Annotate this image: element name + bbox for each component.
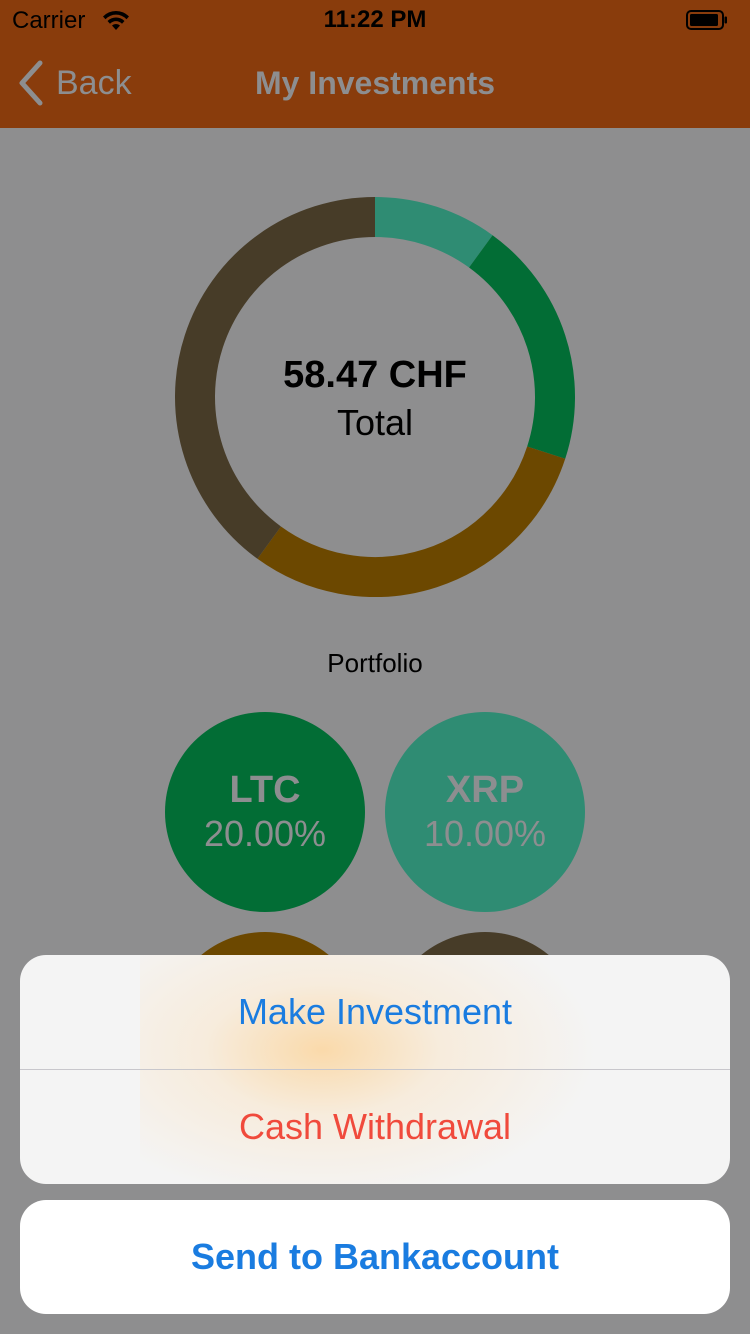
status-bar: Carrier 11:22 PM	[0, 0, 750, 40]
donut-slice-0	[374, 197, 493, 268]
coin-symbol: XRP	[445, 769, 525, 811]
action-sheet: Make Investment Cash Withdrawal	[20, 955, 730, 1184]
send-to-bankaccount-button[interactable]: Send to Bankaccount	[20, 1200, 730, 1314]
total-label: Total	[336, 402, 414, 443]
total-amount: 58.47 CHF	[283, 354, 467, 396]
chevron-left-icon	[19, 60, 43, 106]
portfolio-donut-chart	[175, 197, 575, 597]
cash-withdrawal-button[interactable]: Cash Withdrawal	[238, 1106, 512, 1147]
donut-center-text: 58.47 CHF Total	[175, 350, 575, 446]
action-separator	[20, 1069, 730, 1070]
coin-circle-ltc[interactable]: LTC 20.00%	[165, 712, 365, 912]
wifi-icon	[103, 10, 129, 30]
back-button[interactable]: Back	[16, 60, 132, 106]
coin-circle-xrp[interactable]: XRP 10.00%	[385, 712, 585, 912]
carrier-label: Carrier	[12, 7, 86, 34]
portfolio-label: Portfolio	[327, 648, 423, 678]
battery-icon	[686, 10, 727, 30]
donut-slice-2	[257, 446, 566, 597]
status-time: 11:22 PM	[323, 6, 427, 33]
make-investment-button[interactable]: Make Investment	[237, 991, 513, 1032]
back-label: Back	[56, 63, 132, 102]
navigation-bar: Back My Investments	[0, 40, 750, 128]
donut-slice-1	[468, 235, 575, 459]
coin-symbol: LTC	[229, 769, 301, 811]
coin-percent: 10.00%	[423, 813, 547, 854]
page-title: My Investments	[254, 65, 496, 101]
donut-slice-3	[175, 197, 376, 559]
coin-percent: 20.00%	[203, 813, 327, 854]
